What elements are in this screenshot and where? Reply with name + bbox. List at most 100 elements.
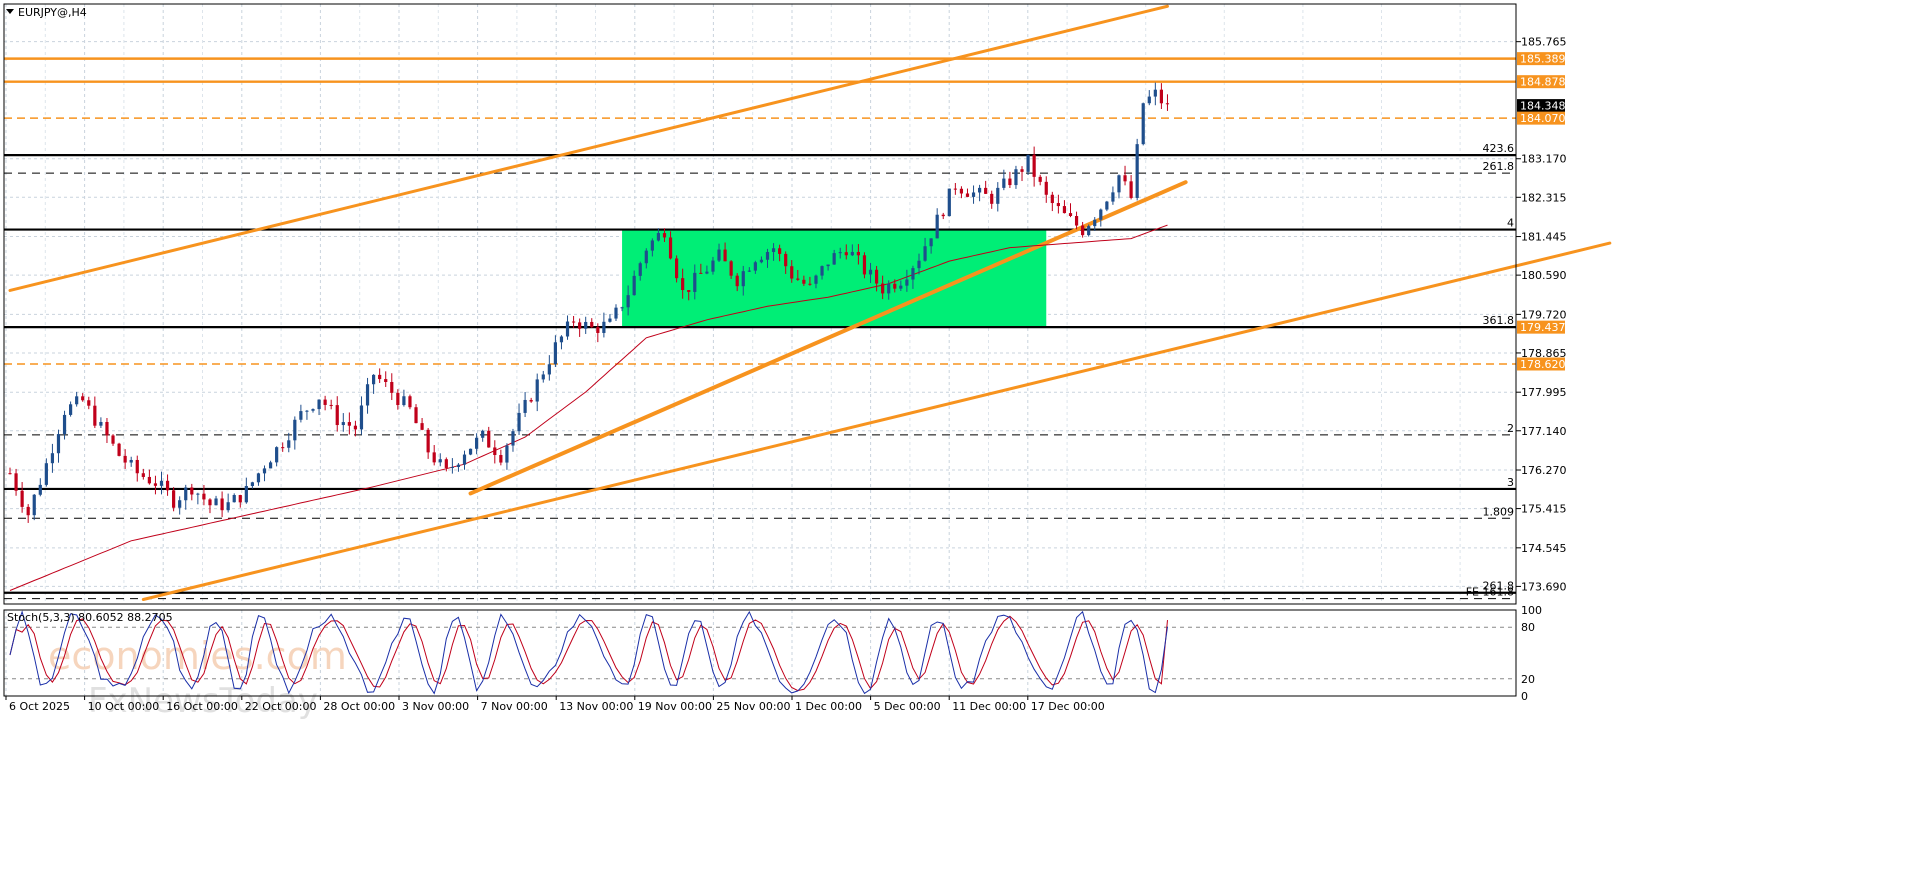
candle-body bbox=[850, 251, 854, 256]
candle-body bbox=[117, 443, 121, 456]
candle-body bbox=[511, 431, 515, 446]
candle-body bbox=[862, 255, 867, 275]
candle-body bbox=[287, 440, 291, 448]
candle-body bbox=[178, 500, 182, 508]
candle-body bbox=[153, 483, 158, 486]
candle-body bbox=[1056, 203, 1060, 207]
y-tick-label: 175.415 bbox=[1521, 503, 1567, 516]
candle-body bbox=[14, 473, 18, 491]
candle-body bbox=[723, 249, 727, 262]
y-tick-label: 183.170 bbox=[1521, 153, 1567, 166]
y-tick-label: 181.445 bbox=[1521, 231, 1567, 244]
candle-body bbox=[408, 396, 412, 408]
ma-line bbox=[9, 224, 1168, 591]
price-tag-box bbox=[1517, 320, 1565, 334]
candle-body bbox=[802, 279, 806, 284]
candle-body bbox=[475, 437, 479, 449]
candle-body bbox=[838, 252, 842, 254]
candle-body bbox=[1147, 96, 1151, 104]
candle-body bbox=[323, 399, 327, 405]
price-tag-box bbox=[1517, 52, 1565, 66]
candle-body bbox=[553, 342, 557, 365]
candle-body bbox=[959, 188, 964, 194]
candle-body bbox=[462, 454, 467, 465]
candle-body bbox=[693, 272, 697, 292]
trendlines bbox=[8, 4, 1612, 601]
candle-body bbox=[69, 404, 73, 415]
price-tag-label: 185.389 bbox=[1520, 53, 1566, 66]
candle-body bbox=[214, 498, 218, 506]
candle-body bbox=[675, 258, 679, 279]
candle-body bbox=[1093, 219, 1097, 227]
x-tick-label: 19 Nov 00:00 bbox=[638, 700, 712, 713]
y-tick-label: 177.995 bbox=[1521, 386, 1567, 399]
y-tick-label: 178.865 bbox=[1521, 347, 1567, 360]
candle-body bbox=[705, 271, 709, 274]
price-tag-label: 184.878 bbox=[1520, 76, 1566, 89]
candle-body bbox=[432, 452, 436, 463]
price-tag-label: 179.437 bbox=[1520, 321, 1566, 334]
candle-body bbox=[571, 321, 576, 323]
menu-triangle-icon[interactable] bbox=[6, 9, 14, 14]
candle-body bbox=[147, 476, 151, 484]
candle-body bbox=[1032, 154, 1036, 177]
candle-body bbox=[638, 263, 642, 276]
candle-body bbox=[1008, 178, 1012, 186]
candle-body bbox=[523, 399, 527, 413]
x-tick-label: 25 Nov 00:00 bbox=[716, 700, 790, 713]
candle-body bbox=[172, 490, 176, 508]
candle-body bbox=[984, 187, 988, 194]
candle-body bbox=[1081, 225, 1085, 236]
price-tag-box bbox=[1517, 111, 1565, 125]
candle-body bbox=[341, 422, 345, 426]
candle-body bbox=[1062, 206, 1067, 214]
candle-body bbox=[1141, 103, 1145, 145]
candle-body bbox=[1038, 176, 1042, 182]
stoch-tick-label: 80 bbox=[1521, 621, 1535, 634]
x-tick-label: 1 Dec 00:00 bbox=[795, 700, 862, 713]
candle-body bbox=[790, 266, 794, 279]
candle-body bbox=[590, 321, 594, 328]
x-tick-label: 5 Dec 00:00 bbox=[874, 700, 941, 713]
candle-body bbox=[717, 249, 721, 261]
candle-body bbox=[196, 493, 200, 495]
candle-body bbox=[644, 250, 648, 264]
candle-body bbox=[662, 233, 667, 238]
candle-body bbox=[778, 248, 782, 254]
candle-body bbox=[978, 187, 982, 193]
candle-body bbox=[50, 453, 55, 464]
level-label: 361.8 bbox=[1483, 314, 1515, 327]
candle-body bbox=[905, 279, 909, 286]
candle-body bbox=[232, 495, 236, 503]
price-tag-label: 184.070 bbox=[1520, 112, 1566, 125]
level-label: 4 bbox=[1507, 217, 1514, 230]
candle-body bbox=[626, 295, 630, 308]
candle-body bbox=[487, 430, 491, 448]
candle-body bbox=[832, 253, 836, 265]
candle-body bbox=[165, 480, 170, 491]
candle-body bbox=[965, 193, 970, 197]
candle-body bbox=[493, 447, 497, 455]
chart-title-group: EURJPY@,H4 bbox=[6, 6, 87, 19]
candle-body bbox=[208, 499, 212, 506]
x-tick-label: 3 Nov 00:00 bbox=[402, 700, 469, 713]
x-tick-label: 10 Oct 00:00 bbox=[88, 700, 160, 713]
candle-body bbox=[135, 459, 139, 474]
candle-body bbox=[1050, 194, 1054, 204]
trendline bbox=[8, 4, 1169, 292]
candle-body bbox=[893, 283, 897, 289]
candle-body bbox=[26, 506, 30, 516]
candle-body bbox=[1074, 216, 1079, 226]
level-label: 423.6 bbox=[1483, 142, 1515, 155]
candle-body bbox=[456, 464, 461, 467]
candle-body bbox=[353, 425, 358, 430]
candle-body bbox=[262, 468, 267, 474]
candle-body bbox=[438, 459, 442, 463]
candlestick-series bbox=[8, 82, 1170, 523]
candle-body bbox=[129, 459, 133, 463]
candle-body bbox=[505, 445, 509, 463]
candle-body bbox=[681, 278, 685, 291]
candle-body bbox=[953, 188, 957, 190]
stoch-tick-label: 0 bbox=[1521, 690, 1528, 703]
candle-body bbox=[275, 447, 279, 463]
